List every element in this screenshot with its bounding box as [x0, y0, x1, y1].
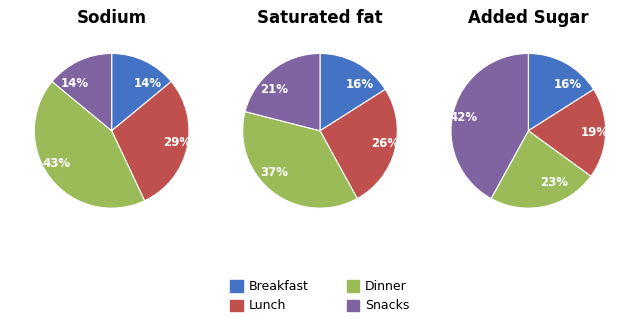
- Text: 14%: 14%: [61, 77, 89, 90]
- Text: 16%: 16%: [346, 78, 374, 91]
- Wedge shape: [529, 54, 594, 131]
- Wedge shape: [491, 131, 591, 208]
- Text: 16%: 16%: [554, 78, 582, 91]
- Text: 19%: 19%: [581, 126, 609, 139]
- Text: 23%: 23%: [540, 176, 568, 189]
- Text: 29%: 29%: [163, 136, 191, 149]
- Wedge shape: [320, 54, 385, 131]
- Text: 21%: 21%: [260, 83, 288, 96]
- Wedge shape: [320, 89, 397, 198]
- Text: 43%: 43%: [42, 157, 70, 169]
- Title: Sodium: Sodium: [77, 9, 147, 27]
- Wedge shape: [245, 54, 320, 131]
- Title: Saturated fat: Saturated fat: [257, 9, 383, 27]
- Text: 42%: 42%: [449, 111, 477, 124]
- Text: 37%: 37%: [260, 166, 288, 179]
- Wedge shape: [52, 54, 111, 131]
- Wedge shape: [111, 81, 189, 201]
- Wedge shape: [243, 112, 357, 208]
- Wedge shape: [529, 89, 605, 176]
- Title: Added Sugar: Added Sugar: [468, 9, 589, 27]
- Text: 14%: 14%: [134, 77, 162, 90]
- Text: 26%: 26%: [371, 137, 399, 150]
- Wedge shape: [35, 81, 145, 208]
- Legend: Breakfast, Lunch, Dinner, Snacks: Breakfast, Lunch, Dinner, Snacks: [225, 275, 415, 318]
- Wedge shape: [111, 54, 172, 131]
- Wedge shape: [451, 54, 529, 198]
